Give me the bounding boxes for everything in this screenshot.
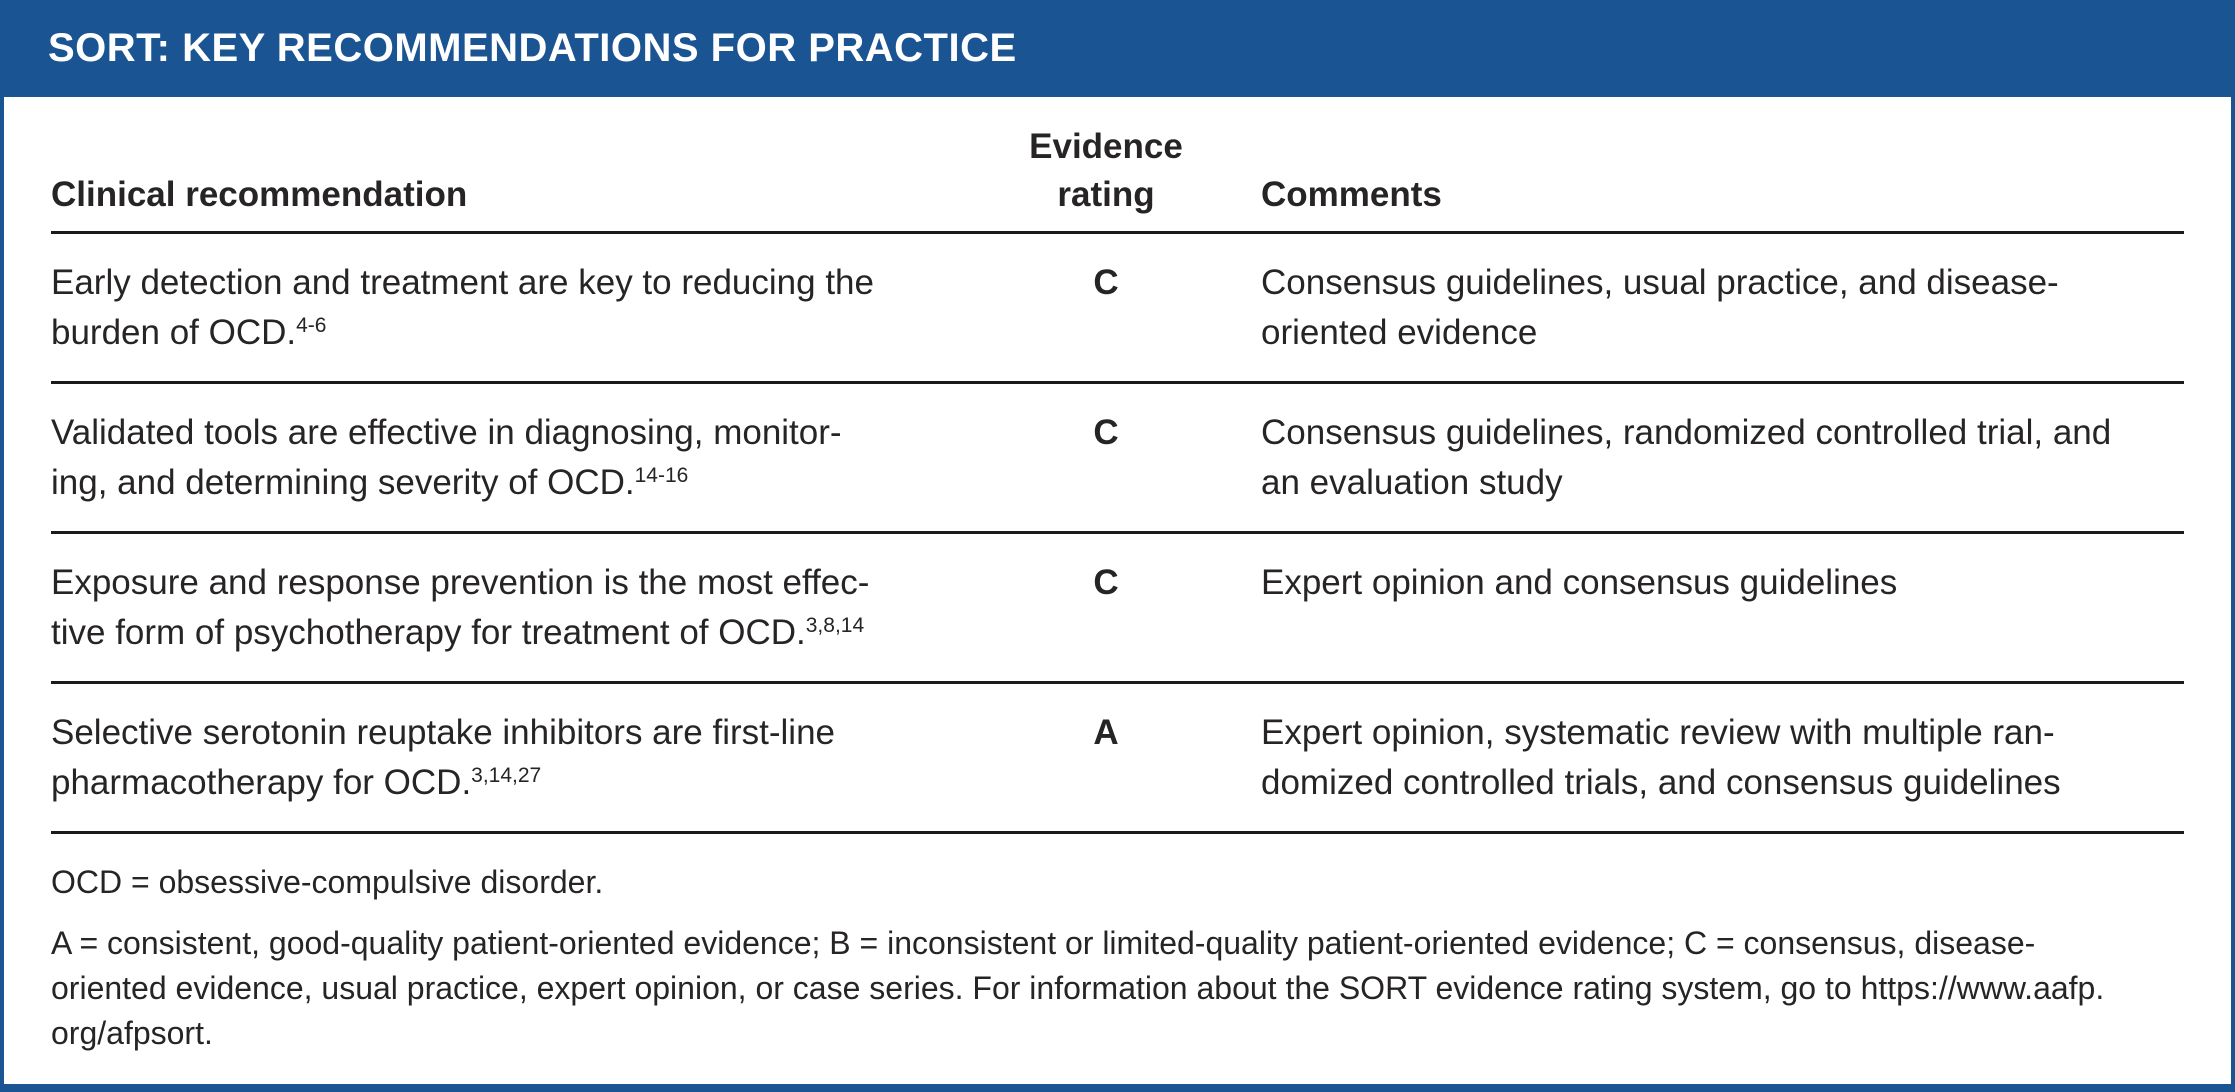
comments-text-line1: Expert opinion and consensus guidelines [1261,563,1898,602]
comments-text-line1: Consensus guidelines, randomized control… [1261,413,2112,452]
comments-text-line2: an evaluation study [1261,463,1563,502]
abbreviation-note: OCD = obsessive-compulsive disorder. [51,864,604,900]
recommendation-text-line1: Early detection and treatment are key to… [51,263,874,302]
recommendation-text-line2: ing, and determining severity of OCD.14-… [51,463,689,502]
reference-citation: 4-6 [296,314,327,338]
reference-citation: 3,14,27 [471,764,542,788]
comments-text-line1: Consensus guidelines, usual practice, an… [1261,263,2059,302]
table-title-bar: SORT: KEY RECOMMENDATIONS FOR PRACTICE [4,0,2231,97]
table-row: Early detection and treatment are key to… [51,234,2184,384]
recommendation-text-line2: burden of OCD.4-6 [51,313,327,352]
column-header-comments: Comments [1261,175,1442,214]
rating-key-line3: org/afpsort. [51,1015,213,1051]
column-header-evidence-rating-line1: Evidence [1029,127,1183,166]
rating-key-line1: A = consistent, good-quality patient-ori… [51,925,2036,961]
comments-cell: Expert opinion, systematic review with m… [1251,708,2184,808]
recommendation-text-line2: pharmacotherapy for OCD.3,14,27 [51,763,542,802]
comments-cell: Expert opinion and consensus guidelines [1251,558,2184,658]
sort-rating-key-note: A = consistent, good-quality patient-ori… [51,921,2184,1056]
column-header-evidence-rating: Evidence rating [961,123,1251,219]
recommendation-cell: Early detection and treatment are key to… [51,258,961,358]
recommendation-text-line1: Exposure and response prevention is the … [51,563,870,602]
table-title: SORT: KEY RECOMMENDATIONS FOR PRACTICE [48,26,1017,70]
evidence-rating-cell: A [1093,713,1119,752]
table-row: Exposure and response prevention is the … [51,534,2184,684]
table-footnotes: OCD = obsessive-compulsive disorder. A =… [4,834,2231,1056]
comments-text-line2: oriented evidence [1261,313,1538,352]
evidence-rating-cell: C [1093,263,1119,302]
recommendation-cell: Exposure and response prevention is the … [51,558,961,658]
recommendation-text-line2: tive form of psychotherapy for treatment… [51,613,865,652]
evidence-rating-cell: C [1093,563,1119,602]
table-row: Validated tools are effective in diagnos… [51,384,2184,534]
rating-key-line2: oriented evidence, usual practice, exper… [51,970,2105,1006]
recommendation-text-line1: Selective serotonin reuptake inhibitors … [51,713,835,752]
comments-text-line2: domized controlled trials, and consensus… [1261,763,2061,802]
recommendation-cell: Selective serotonin reuptake inhibitors … [51,708,961,808]
table-area: Clinical recommendation Evidence rating … [4,97,2231,834]
table-row: Selective serotonin reuptake inhibitors … [51,684,2184,834]
comments-text-line1: Expert opinion, systematic review with m… [1261,713,2055,752]
reference-citation: 14-16 [634,464,689,488]
table-header-row: Clinical recommendation Evidence rating … [51,97,2184,234]
column-header-evidence-rating-line2: rating [1057,175,1155,214]
column-header-clinical-recommendation: Clinical recommendation [51,175,468,214]
comments-cell: Consensus guidelines, usual practice, an… [1251,258,2184,358]
recommendation-text-line1: Validated tools are effective in diagnos… [51,413,842,452]
evidence-rating-cell: C [1093,413,1119,452]
comments-cell: Consensus guidelines, randomized control… [1251,408,2184,508]
reference-citation: 3,8,14 [805,614,865,638]
recommendation-cell: Validated tools are effective in diagnos… [51,408,961,508]
